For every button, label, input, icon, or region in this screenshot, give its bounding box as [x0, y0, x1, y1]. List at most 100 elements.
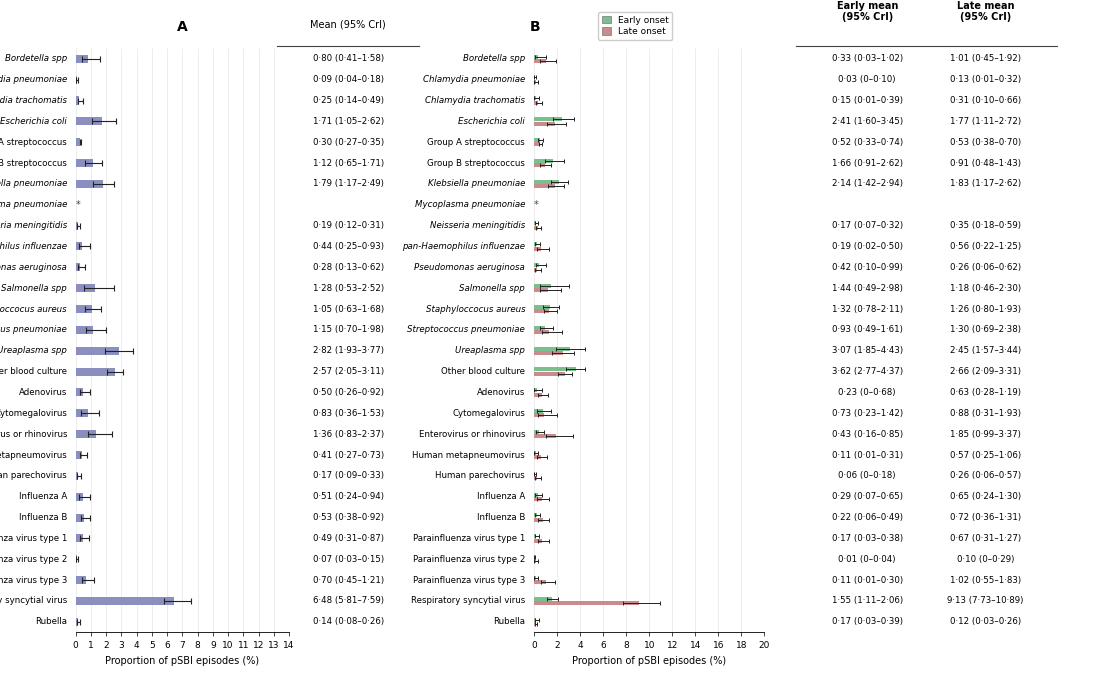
X-axis label: Proportion of pSBI episodes (%): Proportion of pSBI episodes (%): [573, 656, 726, 666]
Text: Other blood culture: Other blood culture: [441, 367, 526, 376]
Text: 0·41 (0·27–0·73): 0·41 (0·27–0·73): [313, 451, 383, 460]
Bar: [76, 305, 92, 313]
Bar: [534, 138, 540, 142]
Bar: [76, 513, 83, 522]
Bar: [534, 413, 544, 417]
Text: Adenovirus: Adenovirus: [476, 388, 526, 397]
Text: Mean (95% CrI): Mean (95% CrI): [310, 19, 387, 29]
Text: *: *: [533, 200, 539, 210]
Text: 1·77 (1·11–2·72): 1·77 (1·11–2·72): [950, 117, 1021, 126]
Bar: [534, 325, 545, 330]
Text: Bordetella spp: Bordetella spp: [4, 55, 67, 64]
Text: Parainfluenza virus type 2: Parainfluenza virus type 2: [413, 555, 526, 564]
Bar: [534, 226, 539, 230]
Text: Staphyloccocus aureus: Staphyloccocus aureus: [426, 305, 526, 314]
Text: Enterovirus or rhinovirus: Enterovirus or rhinovirus: [0, 430, 67, 439]
Text: 2·45 (1·57–3·44): 2·45 (1·57–3·44): [950, 346, 1021, 355]
Bar: [534, 80, 535, 84]
Text: 0·09 (0·04–0·18): 0·09 (0·04–0·18): [313, 75, 383, 84]
Bar: [76, 243, 82, 251]
Text: 9·13 (7·73–10·89): 9·13 (7·73–10·89): [947, 596, 1024, 605]
Bar: [76, 159, 93, 167]
Bar: [76, 284, 95, 292]
Bar: [76, 451, 82, 459]
Text: 0·10 (0–0·29): 0·10 (0–0·29): [957, 555, 1014, 564]
Text: 0·73 (0·23–1·42): 0·73 (0·23–1·42): [832, 409, 902, 418]
Text: pan-Haemophilus influenzae: pan-Haemophilus influenzae: [0, 242, 67, 251]
Text: 0·15 (0·01–0·39): 0·15 (0·01–0·39): [832, 96, 902, 105]
Text: Parainfluenza virus type 2: Parainfluenza virus type 2: [0, 555, 67, 564]
Bar: [76, 388, 83, 397]
Text: Rubella: Rubella: [35, 617, 67, 626]
Text: Neisseria meningitidis: Neisseria meningitidis: [430, 221, 526, 230]
Bar: [534, 59, 546, 63]
Text: 0·13 (0·01–0·32): 0·13 (0·01–0·32): [950, 75, 1021, 84]
Text: 1·32 (0·78–2·11): 1·32 (0·78–2·11): [832, 305, 902, 314]
Text: 1·83 (1·17–2·62): 1·83 (1·17–2·62): [950, 180, 1021, 189]
Bar: [76, 222, 79, 229]
Text: Parainfluenza virus type 1: Parainfluenza virus type 1: [0, 534, 67, 543]
Text: 0·80 (0·41–1·58): 0·80 (0·41–1·58): [313, 55, 383, 64]
Bar: [76, 55, 88, 63]
Text: 1·28 (0·53–2·52): 1·28 (0·53–2·52): [313, 284, 383, 293]
Text: 1·02 (0·55–1·83): 1·02 (0·55–1·83): [950, 576, 1021, 585]
Bar: [76, 368, 115, 376]
Bar: [76, 347, 118, 354]
Text: Human parechovirus: Human parechovirus: [0, 471, 67, 480]
Text: 1·30 (0·69–2·38): 1·30 (0·69–2·38): [950, 325, 1021, 334]
Bar: [534, 518, 543, 522]
Text: 0·65 (0·24–1·30): 0·65 (0·24–1·30): [950, 492, 1021, 501]
Bar: [76, 97, 79, 104]
Text: Ureaplasma spp: Ureaplasma spp: [456, 346, 526, 355]
Text: 1·79 (1·17–2·49): 1·79 (1·17–2·49): [313, 180, 383, 189]
Text: Enterovirus or rhinovirus: Enterovirus or rhinovirus: [418, 430, 526, 439]
Text: Human metapneumovirus: Human metapneumovirus: [0, 451, 67, 460]
Text: 0·12 (0·03–0·26): 0·12 (0·03–0·26): [950, 617, 1021, 626]
Bar: [76, 597, 174, 605]
Text: Late mean
(95% CrI): Late mean (95% CrI): [957, 1, 1014, 22]
Text: 2·66 (2·09–3·31): 2·66 (2·09–3·31): [950, 367, 1021, 376]
Bar: [534, 122, 555, 126]
Bar: [534, 117, 562, 121]
Text: Chlamydia trachomatis: Chlamydia trachomatis: [425, 96, 526, 105]
Text: 0·22 (0·06–0·49): 0·22 (0·06–0·49): [832, 513, 902, 522]
Bar: [534, 288, 548, 292]
Bar: [534, 159, 553, 163]
Bar: [534, 305, 550, 309]
Bar: [76, 180, 103, 188]
Text: Chlamydia pneumoniae: Chlamydia pneumoniae: [0, 75, 67, 84]
Text: 1·05 (0·63–1·68): 1·05 (0·63–1·68): [313, 305, 383, 314]
Text: Respiratory syncytial virus: Respiratory syncytial virus: [0, 596, 67, 605]
Text: 0·70 (0·45–1·21): 0·70 (0·45–1·21): [313, 576, 383, 585]
Bar: [534, 372, 565, 376]
Text: 2·57 (2·05–3·11): 2·57 (2·05–3·11): [313, 367, 383, 376]
Bar: [534, 513, 537, 518]
Bar: [534, 497, 542, 501]
Text: Streptococcus pneumoniae: Streptococcus pneumoniae: [407, 325, 526, 334]
Text: Escherichia coli: Escherichia coli: [459, 117, 526, 126]
Text: pan-Haemophilus influenzae: pan-Haemophilus influenzae: [402, 242, 526, 251]
Text: 0·07 (0·03–0·15): 0·07 (0·03–0·15): [313, 555, 383, 564]
Text: Influenza B: Influenza B: [476, 513, 526, 522]
Text: 6·48 (5·81–7·59): 6·48 (5·81–7·59): [313, 596, 383, 605]
Text: Klebsiella pneumoniae: Klebsiella pneumoniae: [428, 180, 526, 189]
Text: 1·15 (0·70–1·98): 1·15 (0·70–1·98): [313, 325, 383, 334]
Text: Staphyloccocus aureus: Staphyloccocus aureus: [0, 305, 67, 314]
Text: 1·01 (0·45–1·92): 1·01 (0·45–1·92): [950, 55, 1021, 64]
Text: 1·55 (1·11–2·06): 1·55 (1·11–2·06): [832, 596, 902, 605]
Text: Streptococcus pneumoniae: Streptococcus pneumoniae: [0, 325, 67, 334]
Bar: [534, 601, 639, 605]
Bar: [534, 284, 551, 288]
Text: 0·63 (0·28–1·19): 0·63 (0·28–1·19): [950, 388, 1021, 397]
Text: 0·44 (0·25–0·93): 0·44 (0·25–0·93): [313, 242, 383, 251]
Bar: [76, 534, 83, 542]
Text: 2·82 (1·93–3·77): 2·82 (1·93–3·77): [313, 346, 383, 355]
Text: 1·18 (0·46–2·30): 1·18 (0·46–2·30): [950, 284, 1021, 293]
Text: 0·43 (0·16–0·85): 0·43 (0·16–0·85): [832, 430, 902, 439]
Text: 0·42 (0·10–0·99): 0·42 (0·10–0·99): [832, 263, 902, 272]
Text: 0·11 (0·01–0·30): 0·11 (0·01–0·30): [832, 576, 902, 585]
Text: Other blood culture: Other blood culture: [0, 367, 67, 376]
Bar: [534, 560, 535, 563]
Bar: [76, 138, 80, 146]
Text: 0·23 (0–0·68): 0·23 (0–0·68): [839, 388, 896, 397]
